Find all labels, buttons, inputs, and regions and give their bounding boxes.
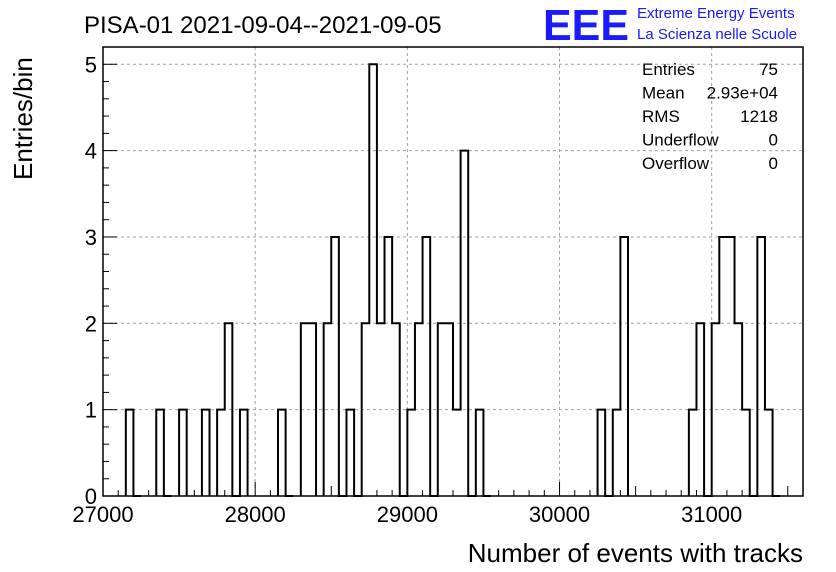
y-axis-title: Entries/bin — [8, 57, 38, 180]
stats-label: Entries — [642, 60, 695, 79]
y-tick-label: 4 — [85, 139, 97, 164]
x-axis: 27000 28000 29000 30000 31000 — [72, 482, 804, 527]
histogram-bin — [598, 410, 606, 496]
logo-mark: EEE — [543, 1, 629, 50]
eee-logo: EEE Extreme Energy Events La Scienza nel… — [543, 1, 797, 50]
histogram-bin — [476, 410, 484, 496]
logo-line-1: Extreme Energy Events — [637, 5, 795, 22]
histogram-bin — [423, 237, 431, 496]
histogram-bin — [179, 410, 187, 496]
x-tick-label: 31000 — [681, 502, 742, 527]
y-tick-label: 0 — [85, 484, 97, 509]
histogram-bin — [369, 64, 377, 496]
y-tick-label: 2 — [85, 311, 97, 336]
histogram-bin — [217, 410, 225, 496]
stats-label: Overflow — [642, 154, 710, 173]
y-tick-label: 5 — [85, 52, 97, 77]
grid-lines — [103, 47, 803, 496]
histogram-bin — [765, 410, 773, 496]
chart-title: PISA-01 2021-09-04--2021-09-05 — [84, 12, 442, 39]
histogram-bin — [757, 237, 765, 496]
histogram-bin — [727, 237, 735, 496]
x-tick-label: 29000 — [377, 502, 438, 527]
histogram-bin — [278, 410, 286, 496]
histogram-bin — [407, 410, 415, 496]
stats-value: 75 — [759, 60, 778, 79]
histogram-bin — [156, 410, 164, 496]
stats-value: 2.93e+04 — [707, 84, 778, 103]
histogram-bin — [453, 410, 461, 496]
histogram-bin — [240, 410, 248, 496]
histogram-bars — [126, 64, 773, 496]
stats-value: 0 — [769, 154, 778, 173]
stats-value: 0 — [769, 131, 778, 150]
plot-frame — [102, 46, 804, 497]
histogram-bin — [689, 410, 697, 496]
histogram-bin — [202, 410, 210, 496]
stats-label: Mean — [642, 84, 685, 103]
histogram-bin — [719, 237, 727, 496]
x-axis-title: Number of events with tracks — [468, 538, 803, 568]
y-tick-label: 1 — [85, 398, 97, 423]
histogram-bin — [126, 410, 134, 496]
logo-line-2: La Scienza nelle Scuole — [637, 26, 797, 43]
histogram-bin — [346, 410, 354, 496]
histogram-outline — [124, 63, 781, 497]
stats-value: 1218 — [740, 107, 778, 126]
x-tick-label: 28000 — [225, 502, 286, 527]
histogram-bin — [613, 410, 621, 496]
histogram-bin — [742, 410, 750, 496]
stats-label: Underflow — [642, 131, 719, 150]
stats-label: RMS — [642, 107, 680, 126]
y-tick-label: 3 — [85, 225, 97, 250]
histogram-bin — [331, 237, 339, 496]
y-axis: 0 1 2 3 4 5 — [85, 52, 117, 509]
x-tick-label: 30000 — [529, 502, 590, 527]
x-tick-label: 27000 — [72, 502, 133, 527]
histogram-bin — [620, 237, 628, 496]
histogram-bin — [385, 237, 393, 496]
stats-box: Entries 75 Mean 2.93e+04 RMS 1218 Underflow 0 Ov… — [642, 60, 778, 173]
